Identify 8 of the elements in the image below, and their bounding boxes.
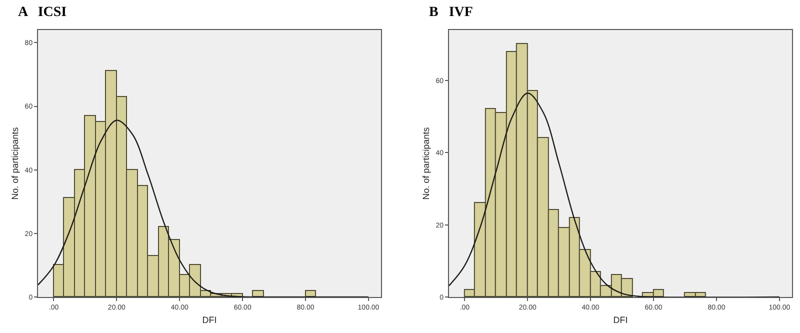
y-axis-title: No. of participants bbox=[10, 126, 20, 200]
chart-title: A ICSI bbox=[18, 5, 67, 20]
x-axis-title: DFI bbox=[202, 315, 217, 326]
chart-title: B IVF bbox=[429, 5, 473, 20]
y-axis-title: No. of participants bbox=[421, 126, 432, 200]
line-series bbox=[448, 92, 780, 297]
x-axis-title: DFI bbox=[613, 315, 628, 326]
line-series bbox=[38, 120, 370, 297]
